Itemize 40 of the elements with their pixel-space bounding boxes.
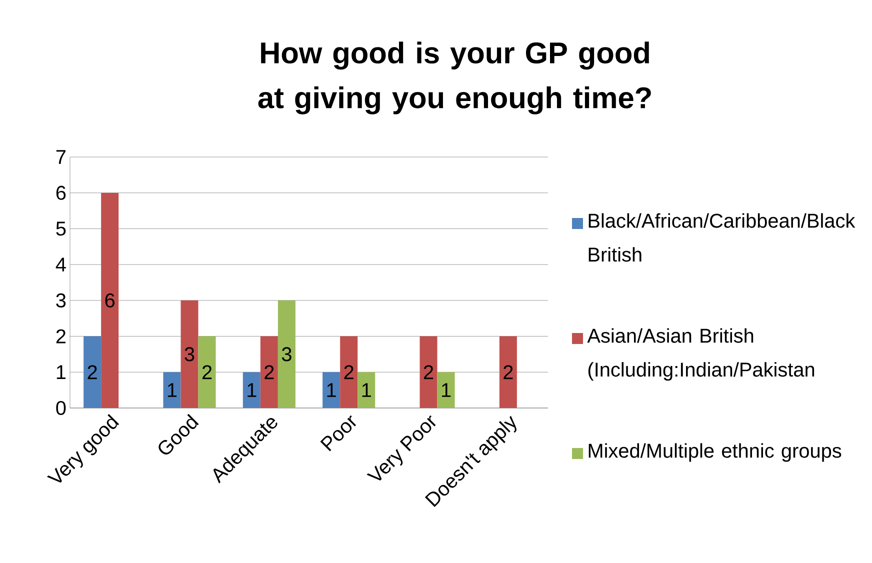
- chart-title: How good is your GP good at giving you enough time?: [258, 42, 651, 114]
- y-tick-label: 6: [56, 186, 66, 200]
- legend-label: Asian/Asian British (Including:Indian/Pakistan: [587, 328, 814, 381]
- bar: [499, 336, 517, 408]
- bar: [163, 372, 181, 408]
- y-tick-label: 5: [56, 222, 66, 236]
- data-label: 1: [362, 383, 371, 397]
- data-label: 2: [264, 365, 274, 380]
- data-label: 2: [504, 365, 513, 380]
- bar: [437, 372, 455, 408]
- bar: [242, 372, 260, 408]
- y-tick-label: 2: [56, 329, 66, 344]
- y-tick-label: 7: [56, 150, 66, 164]
- data-label: 2: [88, 365, 97, 380]
- data-label: 1: [168, 383, 177, 397]
- data-label: 1: [442, 383, 451, 397]
- y-tick-label: 3: [56, 293, 66, 308]
- bar: [278, 300, 296, 408]
- data-label: 2: [202, 365, 212, 380]
- bar: [420, 336, 438, 408]
- bar: [198, 336, 216, 408]
- data-label: 1: [327, 383, 336, 397]
- legend-label: Black/African/Caribbean/Black British: [588, 213, 856, 262]
- data-label: 3: [184, 347, 194, 362]
- data-label: 3: [282, 347, 292, 362]
- bar: [340, 336, 358, 408]
- legend-label: Mixed/Multiple ethnic groups: [588, 443, 842, 462]
- y-tick-label: 1: [56, 365, 66, 379]
- bar: [180, 300, 198, 408]
- bar: [322, 372, 340, 408]
- bar: [84, 336, 102, 408]
- data-label: 2: [344, 365, 354, 380]
- data-label: 6: [105, 293, 114, 308]
- y-tick-label: 4: [56, 258, 66, 272]
- y-tick-label: 0: [56, 400, 66, 416]
- data-label: 2: [424, 365, 434, 380]
- bar: [260, 336, 278, 408]
- data-label: 1: [248, 383, 256, 397]
- bar: [358, 372, 376, 408]
- bar: [101, 192, 119, 408]
